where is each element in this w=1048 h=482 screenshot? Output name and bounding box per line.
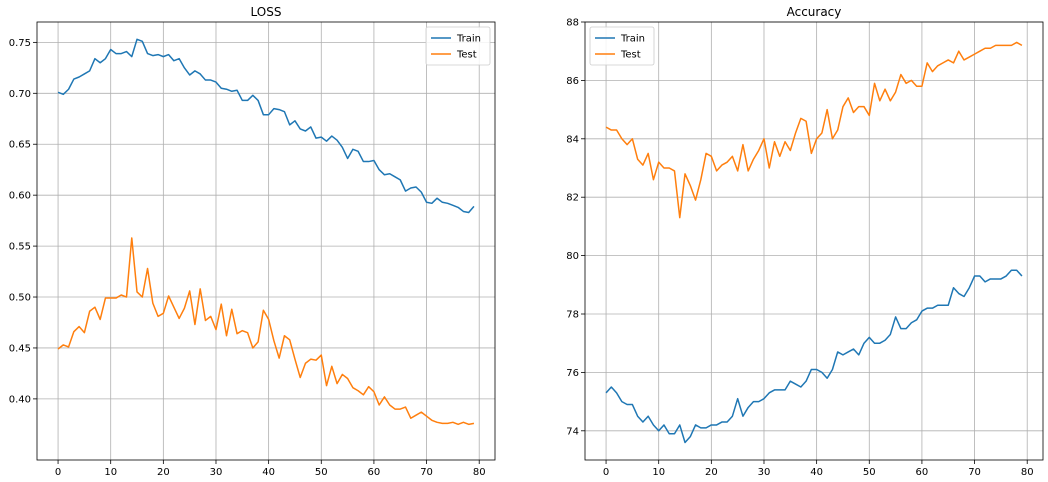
loss-plot-frame bbox=[36, 21, 496, 461]
loss-x-tick-label: 10 bbox=[104, 467, 117, 478]
accuracy-x-tick-label: 20 bbox=[705, 467, 718, 478]
loss-legend-label-test: Test bbox=[456, 50, 477, 61]
accuracy-y-tick-label: 82 bbox=[566, 193, 579, 204]
loss-series-test-line bbox=[57, 237, 475, 426]
accuracy-y-tick-label: 84 bbox=[566, 134, 579, 145]
loss-chart-title: LOSS bbox=[251, 5, 282, 19]
loss-y-tick-label: 0.70 bbox=[9, 89, 31, 100]
loss-legend-box bbox=[425, 26, 491, 66]
accuracy-x-tick-label: 80 bbox=[1021, 467, 1034, 478]
loss-y-tick-label: 0.50 bbox=[9, 293, 31, 304]
accuracy-x-tick-label: 70 bbox=[968, 467, 981, 478]
accuracy-y-tick-label: 80 bbox=[566, 251, 579, 262]
accuracy-plot-frame bbox=[584, 21, 1044, 461]
loss-chart-panel: LOSS 0 10 20 30 40 50 60 70 80 0.40 0.45 0.50 0.55 0.6… bbox=[9, 5, 496, 478]
accuracy-legend-label-train: Train bbox=[620, 34, 645, 45]
accuracy-legend: Train Test bbox=[589, 26, 655, 66]
accuracy-legend-box bbox=[589, 26, 655, 66]
loss-y-tick-label: 0.55 bbox=[9, 242, 31, 253]
accuracy-y-tick-label: 74 bbox=[566, 426, 579, 437]
accuracy-chart-panel: Accuracy 0 10 20 30 40 50 60 70 80 74 76 78 80 82 84 86 8… bbox=[566, 5, 1044, 478]
accuracy-chart-title: Accuracy bbox=[787, 5, 842, 19]
loss-x-tick-label: 0 bbox=[55, 467, 61, 478]
accuracy-x-tick-label: 30 bbox=[758, 467, 771, 478]
accuracy-x-tick-label: 10 bbox=[652, 467, 665, 478]
loss-x-tick-label: 80 bbox=[473, 467, 486, 478]
loss-y-tick-label: 0.40 bbox=[9, 394, 31, 405]
loss-x-tick-label: 20 bbox=[157, 467, 170, 478]
accuracy-series-train-line bbox=[605, 269, 1023, 444]
accuracy-y-tick-label: 76 bbox=[566, 368, 579, 379]
loss-y-tick-label: 0.65 bbox=[9, 140, 31, 151]
accuracy-series-test-line bbox=[605, 41, 1023, 219]
accuracy-y-tick-label: 86 bbox=[566, 76, 579, 87]
loss-x-tick-label: 50 bbox=[315, 467, 328, 478]
loss-legend-label-train: Train bbox=[456, 34, 481, 45]
loss-y-tick-label: 0.45 bbox=[9, 343, 31, 354]
loss-x-tick-label: 40 bbox=[262, 467, 275, 478]
loss-x-tick-label: 60 bbox=[368, 467, 381, 478]
accuracy-x-tick-label: 50 bbox=[863, 467, 876, 478]
loss-legend: Train Test bbox=[425, 26, 491, 66]
accuracy-x-tick-label: 0 bbox=[603, 467, 609, 478]
loss-series-train-line bbox=[57, 38, 475, 214]
accuracy-x-tick-label: 60 bbox=[916, 467, 929, 478]
accuracy-legend-label-test: Test bbox=[620, 50, 641, 61]
accuracy-y-tick-label: 88 bbox=[566, 18, 579, 29]
accuracy-y-tick-label: 78 bbox=[566, 310, 579, 321]
loss-x-tick-label: 30 bbox=[210, 467, 223, 478]
accuracy-x-tick-label: 40 bbox=[810, 467, 823, 478]
loss-y-tick-label: 0.75 bbox=[9, 38, 31, 49]
loss-x-tick-label: 70 bbox=[420, 467, 433, 478]
loss-y-tick-label: 0.60 bbox=[9, 191, 31, 202]
